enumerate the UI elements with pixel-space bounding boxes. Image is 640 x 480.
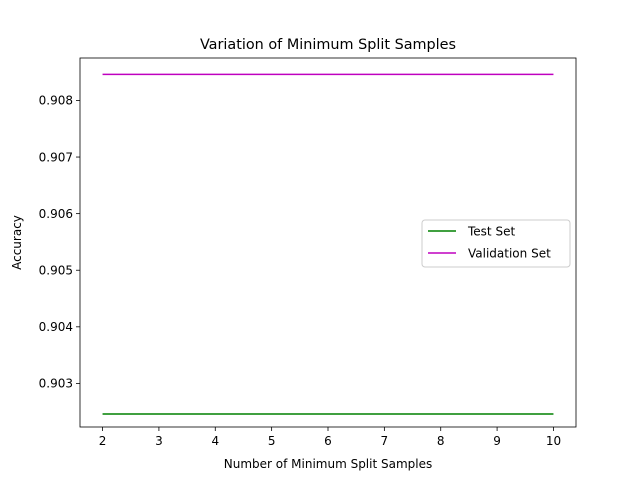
y-tick-label: 0.903 [39,377,73,391]
x-tick-label: 10 [546,434,561,448]
x-tick-label: 7 [381,434,389,448]
y-tick-label: 0.905 [39,264,73,278]
chart-title: Variation of Minimum Split Samples [200,37,456,53]
legend-box [421,219,571,268]
x-tick-label: 5 [268,434,276,448]
x-axis-label: Number of Minimum Split Samples [224,457,433,471]
x-tick-label: 6 [324,434,332,448]
legend-label-test-set: Test Set [467,225,515,239]
y-tick-label: 0.906 [39,207,73,221]
y-axis-ticks: 0.903 0.904 0.905 0.906 0.907 0.908 [39,94,80,391]
x-tick-label: 4 [211,434,219,448]
y-tick-label: 0.908 [39,94,73,108]
y-tick-label: 0.907 [39,150,73,164]
x-axis-ticks: 2 3 4 5 6 7 8 9 10 [99,427,561,448]
x-tick-label: 2 [99,434,107,448]
x-tick-label: 9 [493,434,501,448]
x-tick-label: 8 [437,434,445,448]
x-tick-label: 3 [155,434,163,448]
legend-label-validation-set: Validation Set [468,247,551,261]
y-tick-label: 0.904 [39,320,73,334]
legend: Test Set Validation Set [421,219,571,268]
series-layer [102,73,554,415]
y-axis-label: Accuracy [10,215,24,270]
